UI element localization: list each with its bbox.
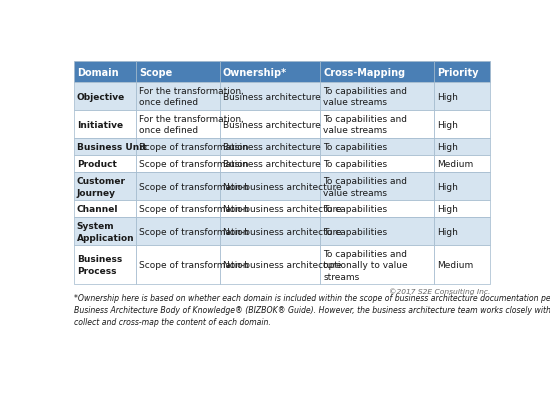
Text: Business architecture: Business architecture: [223, 93, 321, 101]
Text: For the transformation,
once defined: For the transformation, once defined: [139, 87, 244, 107]
Bar: [434, 139, 490, 156]
Bar: [74, 83, 136, 111]
Bar: [321, 156, 434, 173]
Text: Business architecture: Business architecture: [223, 143, 321, 152]
Text: Scope: Scope: [139, 67, 172, 77]
Bar: [74, 246, 136, 284]
Text: Non-business architecture: Non-business architecture: [223, 227, 342, 236]
Bar: [321, 83, 434, 111]
Text: Initiative: Initiative: [77, 120, 123, 129]
Text: To capabilities and
optionally to value
streams: To capabilities and optionally to value …: [323, 249, 408, 281]
Text: Priority: Priority: [437, 67, 478, 77]
Text: Scope of transformation: Scope of transformation: [139, 227, 249, 236]
Text: Non-business architecture: Non-business architecture: [223, 205, 342, 214]
Bar: [321, 201, 434, 218]
Bar: [136, 111, 219, 139]
Text: To capabilities and
value streams: To capabilities and value streams: [323, 87, 408, 107]
Bar: [434, 156, 490, 173]
Bar: [74, 201, 136, 218]
Bar: [74, 62, 136, 83]
Bar: [219, 83, 321, 111]
Text: To capabilities: To capabilities: [323, 160, 388, 169]
Text: To capabilities: To capabilities: [323, 205, 388, 214]
Bar: [74, 111, 136, 139]
Text: Channel: Channel: [77, 205, 118, 214]
Text: To capabilities and
value streams: To capabilities and value streams: [323, 177, 408, 197]
Text: To capabilities: To capabilities: [323, 227, 388, 236]
Bar: [321, 218, 434, 246]
Bar: [434, 173, 490, 201]
Bar: [74, 139, 136, 156]
Text: Scope of transformation: Scope of transformation: [139, 143, 249, 152]
Text: Cross-Mapping: Cross-Mapping: [323, 67, 405, 77]
Bar: [219, 62, 321, 83]
Bar: [136, 83, 219, 111]
Bar: [136, 201, 219, 218]
Text: Business
Process: Business Process: [77, 255, 122, 275]
Text: Non-business architecture: Non-business architecture: [223, 261, 342, 269]
Bar: [321, 139, 434, 156]
Bar: [74, 218, 136, 246]
Text: Ownership*: Ownership*: [223, 67, 287, 77]
Text: Business architecture: Business architecture: [223, 120, 321, 129]
Bar: [434, 111, 490, 139]
Text: Medium: Medium: [437, 261, 474, 269]
Bar: [219, 246, 321, 284]
Text: Scope of transformation: Scope of transformation: [139, 205, 249, 214]
Bar: [434, 246, 490, 284]
Bar: [434, 201, 490, 218]
Text: Business Unit: Business Unit: [77, 143, 147, 152]
Text: Customer
Journey: Customer Journey: [77, 177, 126, 197]
Text: Product: Product: [77, 160, 117, 169]
Bar: [321, 246, 434, 284]
Text: High: High: [437, 205, 458, 214]
Bar: [219, 173, 321, 201]
Text: Scope of transformation: Scope of transformation: [139, 261, 249, 269]
Text: Business architecture: Business architecture: [223, 160, 321, 169]
Text: To capabilities and
value streams: To capabilities and value streams: [323, 115, 408, 135]
Bar: [219, 111, 321, 139]
Bar: [136, 218, 219, 246]
Bar: [434, 83, 490, 111]
Bar: [136, 246, 219, 284]
Text: Scope of transformation: Scope of transformation: [139, 160, 249, 169]
Bar: [136, 156, 219, 173]
Text: High: High: [437, 93, 458, 101]
Text: Medium: Medium: [437, 160, 474, 169]
Text: Domain: Domain: [77, 67, 118, 77]
Text: Non-business architecture: Non-business architecture: [223, 182, 342, 191]
Bar: [434, 218, 490, 246]
Text: System
Application: System Application: [77, 222, 134, 242]
Bar: [136, 62, 219, 83]
Bar: [321, 173, 434, 201]
Bar: [136, 173, 219, 201]
Text: High: High: [437, 182, 458, 191]
Bar: [321, 111, 434, 139]
Text: High: High: [437, 227, 458, 236]
Text: For the transformation,
once defined: For the transformation, once defined: [139, 115, 244, 135]
Text: *Ownership here is based on whether each domain is included within the scope of : *Ownership here is based on whether each…: [74, 294, 550, 326]
Bar: [219, 201, 321, 218]
Bar: [74, 173, 136, 201]
Text: High: High: [437, 120, 458, 129]
Bar: [219, 156, 321, 173]
Bar: [434, 62, 490, 83]
Bar: [219, 139, 321, 156]
Text: To capabilities: To capabilities: [323, 143, 388, 152]
Bar: [219, 218, 321, 246]
Text: Scope of transformation: Scope of transformation: [139, 182, 249, 191]
Text: High: High: [437, 143, 458, 152]
Bar: [321, 62, 434, 83]
Bar: [136, 139, 219, 156]
Bar: [74, 156, 136, 173]
Text: Objective: Objective: [77, 93, 125, 101]
Text: ©2017 S2E Consulting Inc.: ©2017 S2E Consulting Inc.: [388, 288, 490, 294]
